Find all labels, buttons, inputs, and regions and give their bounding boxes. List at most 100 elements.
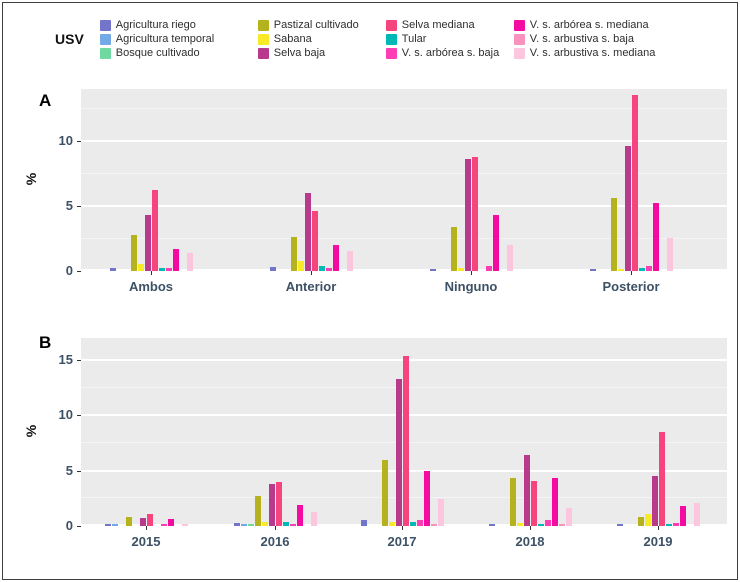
bar-selva-baja bbox=[144, 215, 151, 271]
bar-slot bbox=[282, 522, 289, 526]
bar-slot bbox=[172, 249, 179, 271]
x-tick-mark bbox=[530, 526, 531, 530]
bar-v-s-arborea-s-baja bbox=[544, 520, 551, 526]
bar-slot bbox=[409, 522, 416, 526]
bar-group-2019 bbox=[616, 432, 700, 526]
bar-agricultura-riego bbox=[233, 523, 240, 526]
bar-pastizal-cultivado bbox=[290, 237, 297, 271]
legend-column: Selva mediana Tular V. s. arbórea s. baja bbox=[385, 18, 514, 60]
bar-slot bbox=[537, 524, 544, 526]
legend-item-v-s-arborea-s-baja: V. s. arbórea s. baja bbox=[385, 46, 514, 60]
bar-v-s-arbustiva-s-mediana bbox=[186, 253, 193, 271]
legend-item-sabana: Sabana bbox=[257, 32, 386, 46]
bar-selva-mediana bbox=[151, 190, 158, 271]
bar-agricultura-riego bbox=[360, 520, 367, 526]
bar-slot bbox=[275, 482, 282, 526]
bar-slot bbox=[360, 520, 367, 526]
bar-slot bbox=[589, 269, 596, 271]
bar-v-s-arborea-s-mediana bbox=[652, 203, 659, 271]
x-tick-label-2018: 2018 bbox=[515, 534, 545, 549]
bar-group-ninguno bbox=[429, 157, 513, 271]
legend-item-tular: Tular bbox=[385, 32, 514, 46]
legend-item-selva-mediana: Selva mediana bbox=[385, 18, 514, 32]
legend-title: USV bbox=[55, 31, 84, 47]
bar-v-s-arborea-s-mediana bbox=[332, 245, 339, 271]
bar-slot bbox=[457, 268, 464, 271]
bar-v-s-arbustiva-s-mediana bbox=[666, 238, 673, 271]
bar-slot bbox=[666, 238, 673, 271]
legend-item-label: Bosque cultivado bbox=[115, 47, 200, 59]
bar-selva-baja bbox=[523, 455, 530, 526]
bar-v-s-arborea-s-mediana bbox=[296, 505, 303, 526]
bar-slot bbox=[631, 95, 638, 271]
bar-v-s-arborea-s-baja bbox=[165, 268, 172, 271]
bar-agricultura-riego bbox=[429, 269, 436, 271]
bar-slot bbox=[151, 190, 158, 271]
bar-v-s-arborea-s-mediana bbox=[423, 471, 430, 526]
bar-slot bbox=[130, 235, 137, 271]
bar-slot bbox=[551, 478, 558, 526]
x-tick-mark bbox=[631, 271, 632, 275]
bar-slot bbox=[310, 512, 317, 526]
bar-selva-baja bbox=[139, 518, 146, 526]
bar-slot bbox=[544, 520, 551, 526]
bar-sabana bbox=[388, 522, 395, 526]
bar-slot bbox=[346, 251, 353, 271]
x-tick-mark bbox=[311, 271, 312, 275]
bar-v-s-arborea-s-baja bbox=[485, 266, 492, 271]
x-tick-label-posterior: Posterior bbox=[602, 279, 660, 294]
bar-slot bbox=[679, 506, 686, 526]
bar-v-s-arborea-s-baja bbox=[289, 524, 296, 526]
y-tick-label: 5 bbox=[65, 198, 73, 213]
bar-slot bbox=[109, 268, 116, 271]
x-tick-mark bbox=[402, 526, 403, 530]
bar-slot bbox=[297, 261, 304, 271]
bar-slot bbox=[617, 269, 624, 271]
y-tick-label: 10 bbox=[58, 133, 73, 148]
legend-item-label: Agricultura riego bbox=[115, 19, 196, 31]
bar-slot bbox=[402, 356, 409, 526]
y-tick-mark bbox=[77, 360, 81, 362]
bar-slot bbox=[289, 524, 296, 526]
legend-swatch-icon bbox=[99, 47, 111, 59]
bar-v-s-arbustiva-s-baja bbox=[430, 524, 437, 526]
bar-slot bbox=[416, 520, 423, 526]
bar-slot bbox=[638, 268, 645, 271]
panel-a-plot-area bbox=[81, 89, 727, 271]
bar-slot bbox=[139, 518, 146, 526]
bar-slot bbox=[485, 266, 492, 271]
bar-selva-mediana bbox=[471, 157, 478, 271]
bar-v-s-arborea-s-mediana bbox=[551, 478, 558, 526]
minor-gridline bbox=[81, 237, 727, 239]
legend-item-label: Tular bbox=[401, 33, 427, 45]
bar-selva-mediana bbox=[275, 482, 282, 526]
bar-bosque-cultivado bbox=[247, 524, 254, 526]
x-tick-label-2017: 2017 bbox=[387, 534, 417, 549]
bar-agricultura-riego bbox=[269, 267, 276, 271]
panel-b-plot-area bbox=[81, 338, 727, 526]
legend-item-agricultura-temporal: Agricultura temporal bbox=[99, 32, 258, 46]
bar-slot bbox=[304, 193, 311, 271]
bar-slot bbox=[624, 146, 631, 271]
bar-pastizal-cultivado bbox=[509, 478, 516, 526]
bar-slot bbox=[158, 268, 165, 271]
legend-swatch-icon bbox=[385, 33, 397, 45]
bar-selva-baja bbox=[395, 379, 402, 526]
bar-slot bbox=[318, 266, 325, 271]
bar-selva-baja bbox=[464, 159, 471, 271]
x-tick-label-ninguno: Ninguno bbox=[444, 279, 498, 294]
bar-slot bbox=[325, 268, 332, 271]
bar-slot bbox=[652, 203, 659, 271]
bar-group-ambos bbox=[109, 190, 193, 271]
bar-pastizal-cultivado bbox=[125, 517, 132, 526]
legend-item-v-s-arbustiva-s-baja: V. s. arbustiva s. baja bbox=[513, 32, 699, 46]
bar-slot bbox=[523, 455, 530, 526]
y-axis-title-b: % bbox=[23, 424, 40, 438]
bar-v-s-arborea-s-mediana bbox=[172, 249, 179, 271]
y-tick-mark bbox=[77, 206, 81, 207]
legend-item-bosque-cultivado: Bosque cultivado bbox=[99, 46, 258, 60]
bar-slot bbox=[565, 508, 572, 526]
bar-slot bbox=[165, 268, 172, 271]
bar-v-s-arborea-s-baja bbox=[416, 520, 423, 526]
